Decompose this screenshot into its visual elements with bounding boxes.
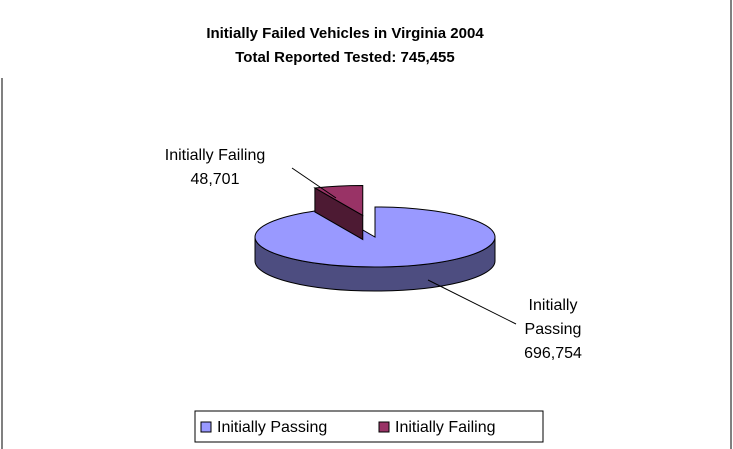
legend-label: Initially Passing [217,419,327,436]
chart-title: Initially Failed Vehicles in Virginia 20… [206,25,484,42]
legend [194,410,544,443]
leader-line [427,279,517,325]
data-label: Initially Passing 696,754 [513,294,593,366]
label-category: Initially Passing [524,297,582,338]
chart-subtitle: Total Reported Tested: 745,455 [235,49,455,66]
label-category: Initially Failing [164,147,266,164]
data-label-text: Initially Failing 48,701 [145,144,285,192]
legend-label: Initially Failing [395,419,495,436]
data-label-text: Initially Passing 696,754 [513,294,593,366]
legend-swatch [378,421,390,433]
pie-slice [254,206,496,268]
label-value: 696,754 [524,345,582,362]
pie [254,184,496,292]
label-value: 48,701 [190,171,240,188]
legend-swatch [200,421,212,433]
leader-line [291,167,337,199]
pie-slice [313,184,364,217]
data-label: Initially Failing 48,701 [145,144,285,192]
legend-items: Initially Passing Initially Failing [200,419,495,436]
